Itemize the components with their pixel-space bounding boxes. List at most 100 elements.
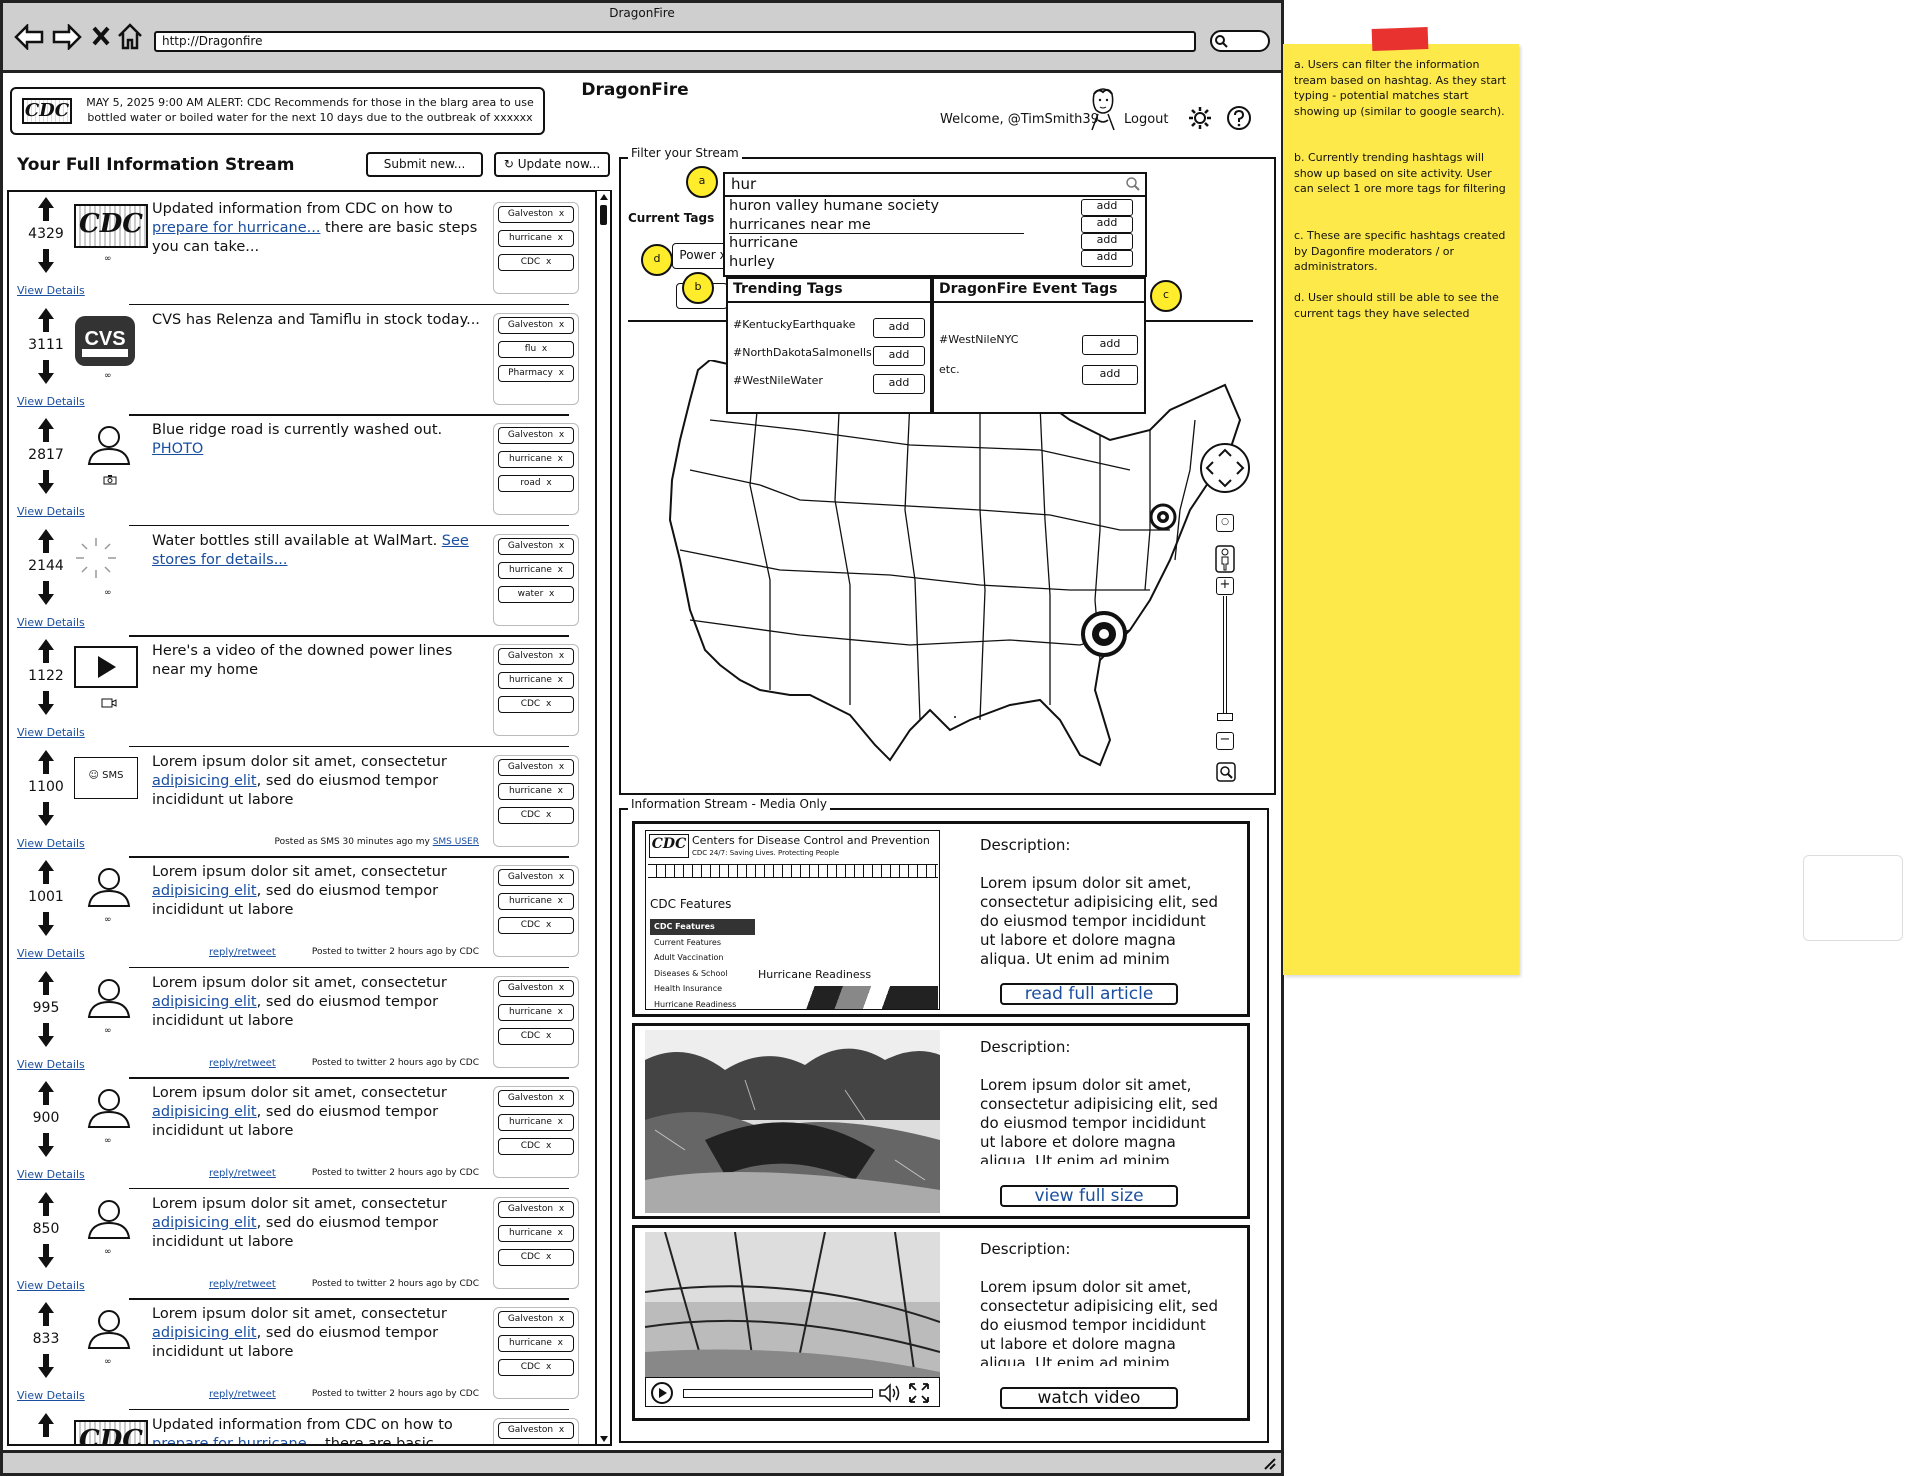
stream-item-link[interactable]: adipisicing elit [152, 883, 257, 899]
map-zoom-in-button[interactable]: + [1216, 577, 1234, 595]
volume-icon[interactable] [878, 1382, 902, 1404]
stream-tag[interactable]: Galveston x [498, 1090, 574, 1107]
map-marker-northeast[interactable] [1149, 503, 1177, 531]
stream-tag[interactable]: Galveston x [498, 537, 574, 555]
view-details-link[interactable]: View Details [17, 615, 85, 629]
back-icon[interactable] [14, 24, 44, 50]
stream-tag[interactable]: hurricane x [498, 893, 574, 910]
downvote-icon[interactable] [37, 359, 55, 385]
video-thumbnail[interactable] [645, 1232, 940, 1377]
stream-item-link[interactable]: adipisicing elit [152, 1104, 257, 1120]
stream-item-link[interactable]: adipisicing elit [152, 1214, 257, 1231]
us-map[interactable] [650, 360, 1250, 780]
submit-new-button[interactable]: Submit new... [366, 152, 483, 177]
upvote-icon[interactable] [37, 528, 55, 554]
stream-tag[interactable]: CDC x [498, 1138, 574, 1155]
play-icon[interactable] [650, 1381, 674, 1405]
stream-item-link[interactable]: adipisicing elit [152, 1325, 257, 1341]
downvote-icon[interactable] [37, 801, 55, 827]
stream-tag[interactable]: hurricane x [498, 782, 574, 800]
stream-tag[interactable]: CDC x [498, 1248, 574, 1266]
downvote-icon[interactable] [37, 1022, 55, 1048]
suggestion-item[interactable]: hurricane [729, 235, 799, 251]
suggestion-item[interactable]: huron valley humane society [729, 198, 940, 214]
media-action-button[interactable]: view full size [1000, 1185, 1178, 1207]
stream-tag[interactable]: CDC x [498, 917, 574, 934]
stream-tag[interactable]: road x [498, 475, 574, 492]
upvote-icon[interactable] [37, 1301, 55, 1327]
upvote-icon[interactable] [37, 859, 55, 885]
resize-grip-icon[interactable] [1262, 1458, 1276, 1470]
stream-tag[interactable]: Galveston x [498, 1311, 574, 1328]
browser-search-field[interactable] [1210, 30, 1270, 52]
map-zoom-handle[interactable] [1217, 713, 1233, 721]
upvote-icon[interactable] [37, 1080, 55, 1106]
stream-tag[interactable]: CDC x [498, 254, 574, 271]
upvote-icon[interactable] [37, 1412, 55, 1438]
stream-item-link[interactable]: prepare for hurricane... [152, 1435, 321, 1446]
suggestion-item[interactable]: hurricanes near me [729, 216, 871, 233]
reply-retweet-link[interactable]: reply/retweet [209, 1057, 276, 1069]
map-pan-control[interactable] [1199, 442, 1251, 494]
stream-tag[interactable]: CDC x [498, 696, 574, 713]
view-details-link[interactable]: View Details [17, 505, 85, 518]
stream-tag[interactable]: hurricane x [498, 1224, 574, 1242]
stream-tag[interactable]: Pharmacy x [498, 364, 574, 382]
stream-tag[interactable]: flu x [498, 340, 574, 358]
update-now-button[interactable]: ↻ Update now... [494, 152, 610, 177]
logout-link[interactable]: Logout [1124, 112, 1169, 127]
stream-tag[interactable]: CDC x [498, 806, 574, 824]
map-marker-southeast[interactable] [1080, 610, 1128, 658]
stream-tag[interactable]: CDC x [498, 1359, 574, 1376]
scroll-up-icon[interactable] [599, 193, 609, 201]
media-action-button[interactable]: read full article [1000, 983, 1178, 1005]
upvote-icon[interactable] [37, 307, 55, 333]
trending-add-button[interactable]: add [873, 318, 925, 338]
suggestion-add-button[interactable]: add [1081, 233, 1133, 250]
help-icon[interactable] [1226, 105, 1252, 131]
stream-tag[interactable]: hurricane x [498, 230, 574, 247]
downvote-icon[interactable] [37, 1353, 55, 1379]
forward-icon[interactable] [52, 24, 82, 50]
stream-item-link[interactable]: adipisicing elit [152, 772, 257, 789]
stream-tag[interactable]: hurricane x [498, 672, 574, 689]
view-details-link[interactable]: View Details [17, 284, 85, 297]
suggestion-add-button[interactable]: add [1081, 199, 1133, 216]
downvote-icon[interactable] [37, 1132, 55, 1158]
street-view-icon[interactable] [1215, 545, 1235, 573]
video-play-thumbnail[interactable] [74, 646, 138, 688]
stream-scrollbar[interactable] [595, 191, 610, 1444]
cdc-website-thumbnail[interactable]: CDC Centers for Disease Control and Prev… [645, 830, 940, 1010]
upvote-icon[interactable] [37, 970, 55, 996]
stream-tag[interactable]: hurricane x [498, 1114, 574, 1131]
view-details-link[interactable]: View Details [17, 947, 85, 960]
map-zoom-track[interactable] [1223, 596, 1227, 716]
stream-tag[interactable]: hurricane x [498, 561, 574, 579]
reply-retweet-link[interactable]: reply/retweet [209, 1168, 276, 1179]
downvote-icon[interactable] [37, 580, 55, 606]
downvote-icon[interactable] [37, 469, 55, 495]
suggestion-add-button[interactable]: add [1081, 250, 1133, 267]
stream-tag[interactable]: hurricane x [498, 1003, 574, 1021]
stream-tag[interactable]: hurricane x [498, 1335, 574, 1352]
stream-tag[interactable]: CDC x [498, 1027, 574, 1045]
stream-tag[interactable]: Galveston x [498, 758, 574, 776]
event-add-button[interactable]: add [1082, 365, 1138, 385]
url-bar[interactable]: http://Dragonfire [154, 31, 1196, 52]
view-details-link[interactable]: View Details [17, 1389, 85, 1402]
reply-retweet-link[interactable]: reply/retweet [209, 1389, 276, 1400]
alert-banner[interactable] [10, 87, 545, 135]
upvote-icon[interactable] [37, 638, 55, 664]
suggestion-item[interactable]: hurley [729, 253, 775, 270]
stream-tag[interactable]: Galveston x [498, 316, 574, 334]
media-action-button[interactable]: watch video [1000, 1387, 1178, 1409]
map-zoom-search-icon[interactable] [1216, 762, 1236, 782]
downvote-icon[interactable] [37, 248, 55, 274]
event-add-button[interactable]: add [1082, 335, 1138, 355]
upvote-icon[interactable] [37, 417, 55, 443]
view-details-link[interactable]: View Details [17, 836, 85, 850]
stream-tag[interactable]: Galveston x [498, 427, 574, 444]
video-progress-bar[interactable] [683, 1389, 873, 1398]
stream-tag[interactable]: hurricane x [498, 451, 574, 468]
upvote-icon[interactable] [37, 196, 55, 222]
